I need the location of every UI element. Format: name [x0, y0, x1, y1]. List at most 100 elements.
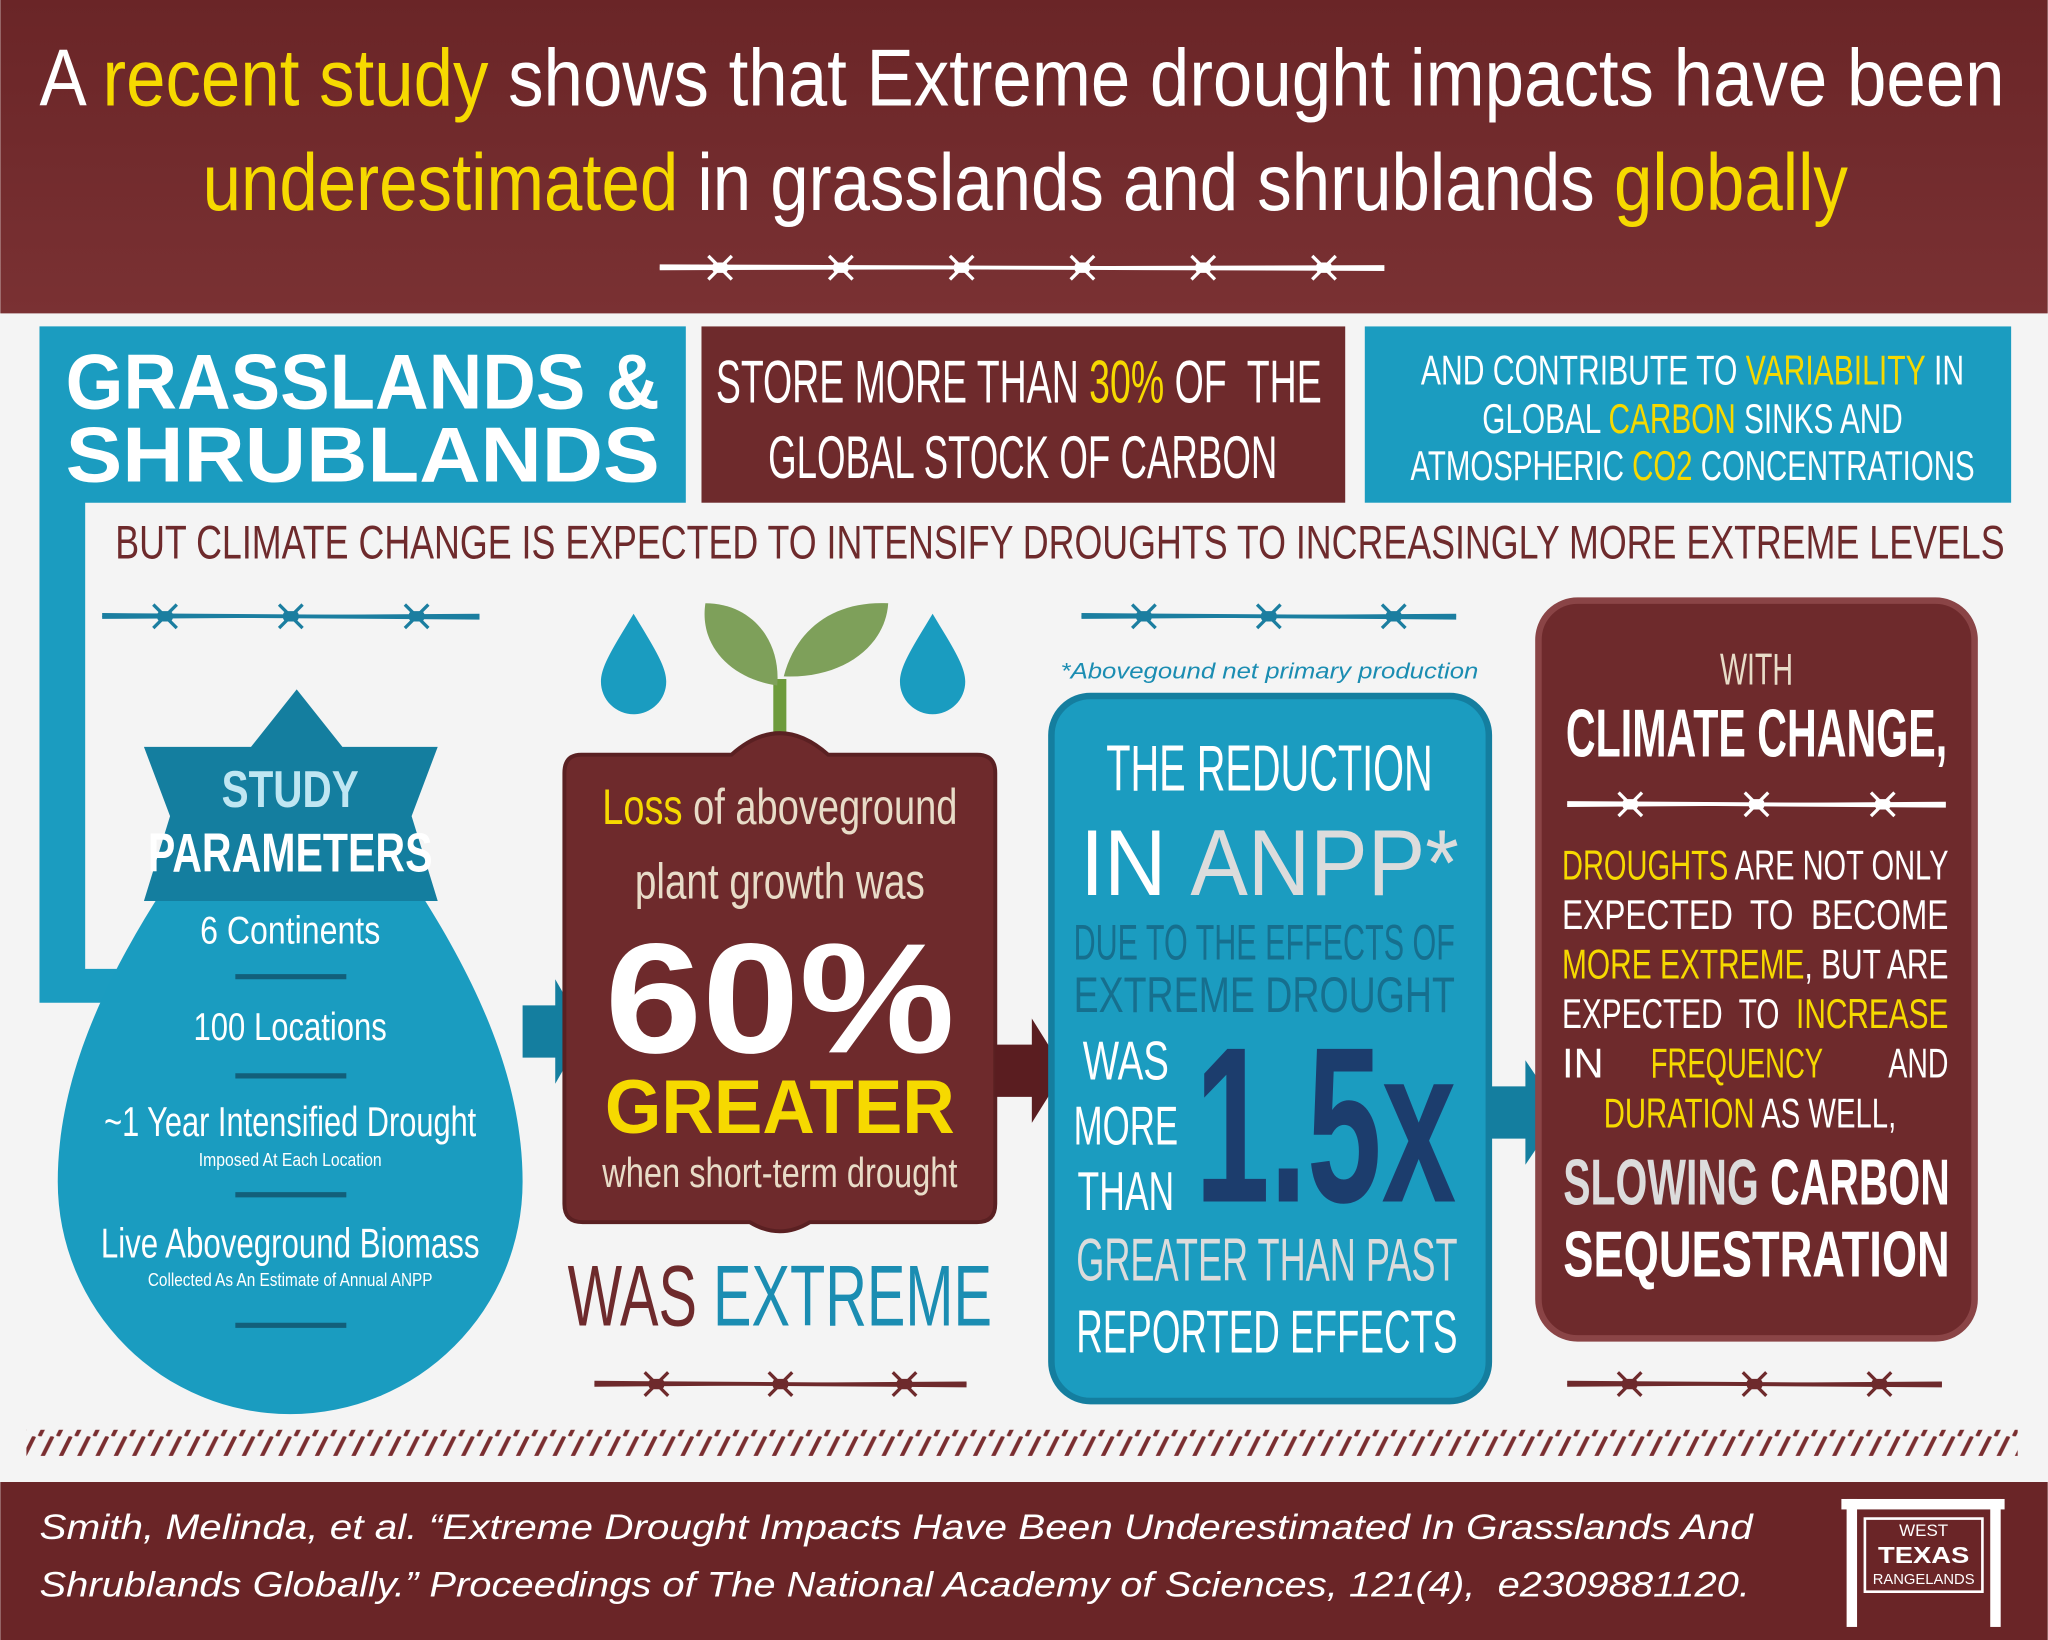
study-title: STUDY — [222, 761, 359, 819]
anpp-subject: IN ANPP* — [1080, 809, 1459, 914]
loss-figure: 60% — [605, 911, 955, 1086]
study-item: 6 Continents — [200, 909, 380, 952]
barb-knot — [712, 262, 728, 273]
barb-knot — [1874, 799, 1891, 810]
anpp-figure: 1.5x — [1195, 1002, 1456, 1250]
logo: WEST TEXAS RANGELANDS — [1841, 1498, 2005, 1627]
barb-knot — [1136, 611, 1152, 622]
title-run: shows that Extreme drought impacts have … — [488, 33, 2004, 123]
barb-knot — [896, 1378, 913, 1390]
variability-highlight: VARIABILITY — [1746, 346, 1926, 393]
header-band — [0, 0, 2048, 314]
barb-knot — [408, 611, 425, 622]
barb-knot — [953, 262, 970, 273]
outlook-line: DURATION AS WELL, — [1604, 1089, 1896, 1136]
outlook-conclusion: SLOWING CARBON — [1563, 1145, 1949, 1218]
logo-sign — [1863, 1517, 1984, 1593]
anpp-card — [1048, 692, 1493, 1405]
barb-knot — [1621, 1378, 1638, 1390]
barb-knot — [157, 611, 173, 622]
study-note: Imposed At Each Location — [199, 1149, 382, 1170]
grasslands-line: SHRUBLANDS — [66, 410, 660, 498]
loss-highlight: Loss — [602, 779, 682, 835]
carbon-highlight: 30% — [1089, 348, 1164, 415]
anpp-subject-run: ANPP* — [1190, 809, 1458, 914]
logo-post — [1846, 1498, 1858, 1627]
title-run: in grasslands and shrublands — [678, 138, 1614, 228]
loss-line: plant growth was — [635, 853, 925, 909]
outlook-highlight: INCREASE — [1796, 990, 1948, 1037]
outlook-conclusion-run: SEQUESTRATION — [1563, 1217, 1949, 1290]
outlook-conclusion: SEQUESTRATION — [1563, 1217, 1949, 1290]
footer-band — [0, 1482, 2048, 1640]
anpp-subject-run: IN — [1080, 809, 1190, 914]
variability-highlight: CARBON — [1609, 394, 1736, 441]
barb-knot — [1074, 262, 1091, 273]
outlook-run: EXPECTED TO BECOME — [1562, 891, 1948, 938]
outlook-heading: CLIMATE CHANGE, — [1566, 696, 1947, 771]
carbon-line: STORE MORE THAN 30% OF THE — [716, 348, 1322, 415]
study-title: PARAMETERS — [148, 822, 433, 884]
anpp-cause: EXTREME DROUGHT — [1074, 967, 1455, 1023]
outlook-line: EXPECTED TO INCREASE — [1562, 990, 1948, 1037]
variability-run: SINKS AND — [1736, 394, 1903, 441]
outlook-card — [1535, 597, 1978, 1342]
outlook-line: DROUGHTS ARE NOT ONLY — [1562, 841, 1948, 888]
carbon-run: STORE MORE THAN — [716, 348, 1089, 415]
variability-run: AND CONTRIBUTE TO — [1421, 346, 1746, 393]
title-highlight: recent study — [103, 33, 489, 123]
loss-box — [562, 731, 998, 1234]
anpp-heading: THE REDUCTION — [1106, 731, 1432, 804]
study-item: 100 Locations — [194, 1006, 387, 1049]
barb-knot — [833, 262, 849, 273]
outlook-highlight: DROUGHTS — [1562, 841, 1728, 888]
outlook-conclusion-run: SLOWING — [1563, 1145, 1759, 1218]
carbon-run: OF THE — [1164, 348, 1322, 415]
title-highlight: underestimated — [203, 138, 679, 228]
water-drop-icon — [600, 613, 667, 715]
logo-beam — [1841, 1498, 2005, 1510]
variability-highlight: CO2 — [1632, 441, 1692, 488]
loss-emphasis: GREATER — [605, 1065, 955, 1150]
outlook-word: IN — [1562, 1039, 1604, 1086]
anpp-tail: GREATER THAN PAST — [1076, 1227, 1457, 1294]
outlook-line: EXPECTED TO BECOME — [1562, 891, 1948, 938]
carbon-box — [701, 326, 1346, 503]
logo-text: TEXAS — [1878, 1542, 1969, 1568]
grasslands-line: GRASSLANDS & — [66, 337, 660, 425]
outlook-line: MORE EXTREME, BUT ARE — [1562, 940, 1948, 987]
variability-line: AND CONTRIBUTE TO VARIABILITY IN — [1421, 346, 1964, 393]
title-highlight: globally — [1614, 138, 1848, 228]
study-note: Collected As An Estimate of Annual ANPP — [148, 1269, 433, 1290]
outlook-run: , BUT ARE — [1804, 940, 1948, 987]
footnote: *Abovegound net primary production — [1061, 659, 1479, 684]
outlook-run: AS WELL, — [1755, 1089, 1897, 1136]
loss-run: of aboveground — [683, 779, 958, 835]
title-line: A recent study shows that Extreme drough… — [39, 33, 2004, 123]
barb-knot — [1260, 611, 1277, 622]
barb-knot — [1748, 799, 1765, 810]
variability-line: ATMOSPHERIC CO2 CONCENTRATIONS — [1410, 441, 1974, 488]
study-item: Live Aboveground Biomass — [101, 1220, 480, 1267]
citation-line: Smith, Melinda, et al. “Extreme Drought … — [39, 1508, 1754, 1547]
barbed-wire — [1081, 603, 1457, 630]
anpp-comparison: WAS — [1083, 1029, 1169, 1091]
leaf — [783, 603, 889, 677]
loss-condition: when short-term drought — [601, 1149, 957, 1196]
variability-run: IN — [1926, 346, 1964, 393]
loss-footer-run: EXTREME — [713, 1249, 992, 1345]
hatch-band — [26, 1429, 2018, 1456]
barb-knot — [1622, 799, 1639, 810]
logo-text: WEST — [1899, 1521, 1948, 1540]
loss-footer: WAS EXTREME — [568, 1249, 992, 1345]
wire — [659, 265, 1385, 271]
connector — [39, 326, 686, 1019]
loss-run: plant growth was — [635, 853, 925, 909]
outlook-highlight: MORE EXTREME — [1562, 940, 1805, 987]
title-line: underestimated in grasslands and shrubla… — [203, 138, 1849, 228]
barbed-wire — [594, 1371, 967, 1397]
variability-run: CONCENTRATIONS — [1693, 441, 1975, 488]
leaf — [704, 603, 778, 686]
variability-run: GLOBAL — [1482, 394, 1608, 441]
